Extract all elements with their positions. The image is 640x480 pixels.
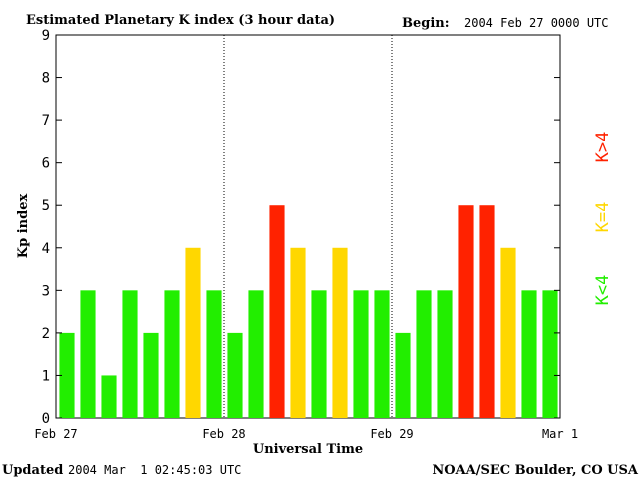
y-axis: 0 1 2 3 4 5 6 7 8 9 [42,28,560,427]
y-tick-label: 9 [42,28,50,44]
kp-bar [458,205,474,418]
kp-bar [206,290,222,418]
begin-label: Begin: [402,16,450,31]
y-tick-label: 6 [42,156,50,172]
bars-group [59,205,558,418]
y-tick-label: 2 [42,326,50,342]
y-tick-label: 4 [42,241,50,257]
y-tick-label: 0 [42,411,50,427]
x-axis: Feb 27 Feb 28 Feb 29 Mar 1 [34,427,578,441]
kp-bar [416,290,432,418]
kp-bar [269,205,285,418]
y-tick-label: 3 [42,283,50,299]
source-credit: NOAA/SEC Boulder, CO USA [432,463,639,478]
legend-below-4: K<4 [593,275,613,306]
kp-bar [332,247,348,418]
kp-bar [521,290,537,418]
kp-bar [248,290,264,418]
kp-bar [227,332,243,418]
kp-bar [164,290,180,418]
kp-bar [290,247,306,418]
begin-value: 2004 Feb 27 0000 UTC [464,16,609,30]
kp-bar [500,247,516,418]
kp-bar [80,290,96,418]
x-tick-label: Feb 29 [370,427,413,441]
y-tick-label: 8 [42,71,50,87]
kp-bar [143,332,159,418]
plot-frame [55,34,561,419]
kp-bar [101,375,117,418]
kp-bar [479,205,495,418]
kp-bar [59,332,75,418]
legend-above-4: K>4 [593,132,613,163]
y-tick-label: 5 [42,198,50,214]
kp-bar [374,290,390,418]
kp-bar [311,290,327,418]
y-axis-label: Kp index [16,194,31,259]
chart-title: Estimated Planetary K index (3 hour data… [26,13,335,28]
updated-label: Updated [2,463,63,478]
x-tick-label: Feb 28 [202,427,245,441]
kp-bar [542,290,558,418]
day-separators [223,35,393,418]
kp-bar [185,247,201,418]
x-axis-label: Universal Time [253,442,363,457]
y-tick-label: 7 [42,113,50,129]
kp-bar [353,290,369,418]
x-tick-label: Mar 1 [542,427,578,441]
y-tick-label: 1 [42,368,50,384]
kp-bar [395,332,411,418]
kp-bar [437,290,453,418]
kp-bar [122,290,138,418]
updated-value: 2004 Mar 1 02:45:03 UTC [68,463,241,477]
x-tick-label: Feb 27 [34,427,77,441]
legend-equal-4: K=4 [593,202,613,233]
